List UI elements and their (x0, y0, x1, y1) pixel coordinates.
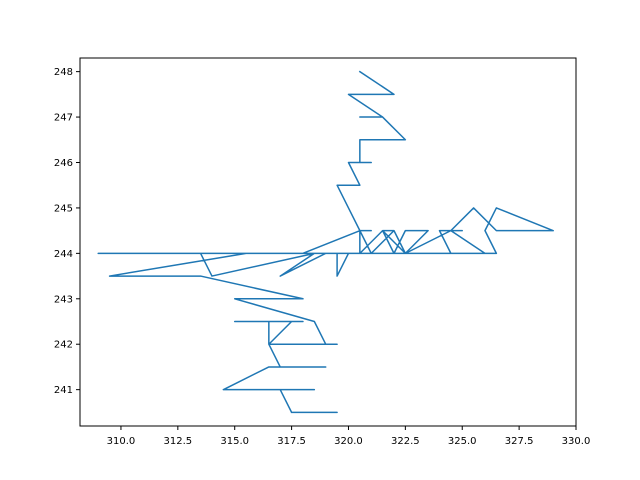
x-tick-label: 330.0 (562, 436, 591, 447)
x-tick-label: 310.0 (107, 436, 136, 447)
series-line (97, 70, 554, 414)
y-tick-label: 248 (54, 67, 73, 78)
y-tick-label: 242 (54, 340, 73, 351)
x-tick-label: 327.5 (505, 436, 534, 447)
x-tick-label: 320.0 (334, 436, 363, 447)
x-tick-label: 315.0 (220, 436, 249, 447)
y-tick-label: 246 (54, 158, 73, 169)
y-tick-label: 241 (54, 385, 73, 396)
y-axis: 241 242 243 244 245 246 247 248 (54, 67, 80, 396)
x-tick-label: 322.5 (391, 436, 420, 447)
x-axis: 310.0 312.5 315.0 317.5 320.0 322.5 325.0 327.5… (107, 426, 591, 447)
y-tick-label: 244 (54, 249, 73, 260)
y-tick-label: 243 (54, 294, 73, 305)
y-tick-label: 247 (54, 113, 73, 124)
x-tick-label: 325.0 (448, 436, 477, 447)
x-tick-label: 312.5 (164, 436, 193, 447)
y-tick-label: 245 (54, 203, 73, 214)
plot-frame (79, 57, 577, 427)
x-tick-label: 317.5 (277, 436, 306, 447)
